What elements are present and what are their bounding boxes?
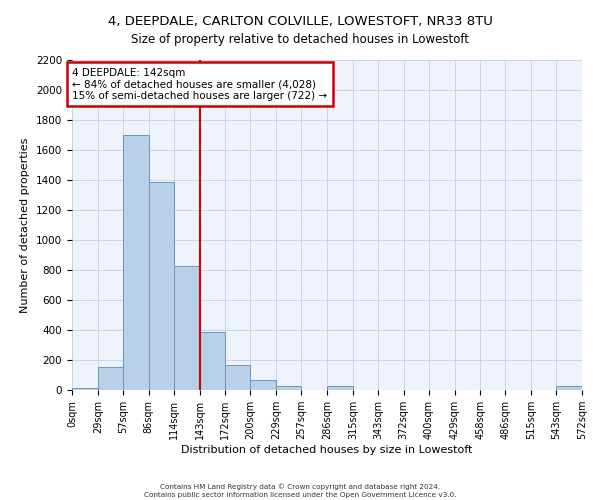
Bar	[199, 332, 226, 390]
Bar	[173, 266, 199, 390]
Text: 4, DEEPDALE, CARLTON COLVILLE, LOWESTOFT, NR33 8TU: 4, DEEPDALE, CARLTON COLVILLE, LOWESTOFT…	[107, 15, 493, 28]
Text: Contains HM Land Registry data © Crown copyright and database right 2024.
Contai: Contains HM Land Registry data © Crown c…	[144, 484, 456, 498]
Bar	[226, 365, 250, 390]
Bar	[327, 386, 353, 390]
Bar	[72, 388, 98, 390]
Bar	[276, 386, 301, 390]
Text: Size of property relative to detached houses in Lowestoft: Size of property relative to detached ho…	[131, 32, 469, 46]
Text: 4 DEEPDALE: 142sqm
← 84% of detached houses are smaller (4,028)
15% of semi-deta: 4 DEEPDALE: 142sqm ← 84% of detached hou…	[73, 68, 328, 100]
Bar	[556, 386, 582, 390]
Bar	[149, 182, 173, 390]
Bar	[250, 380, 276, 390]
Bar	[98, 367, 123, 390]
X-axis label: Distribution of detached houses by size in Lowestoft: Distribution of detached houses by size …	[181, 445, 473, 455]
Bar	[123, 135, 149, 390]
Y-axis label: Number of detached properties: Number of detached properties	[20, 138, 31, 312]
